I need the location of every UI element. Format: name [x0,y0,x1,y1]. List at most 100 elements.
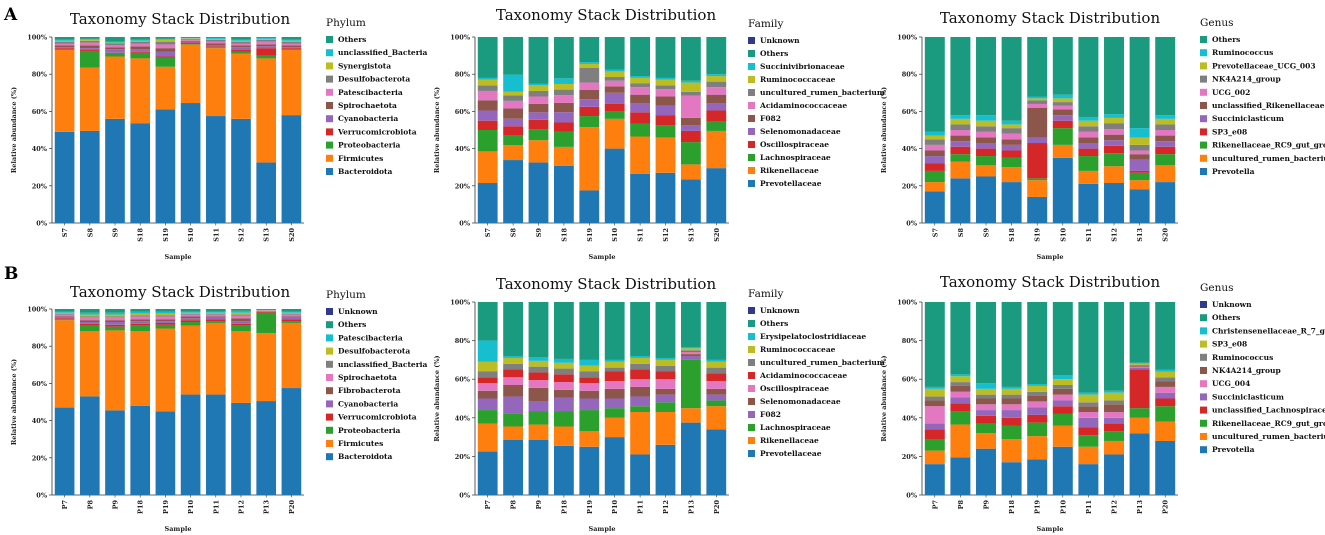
bar-segment-P18-4 [1001,410,1022,418]
bar-segment-P9-3 [528,401,549,412]
bar-segment-S10-5 [180,40,201,42]
bar-segment-S9-1 [976,165,996,177]
bar-segment-P12-2 [231,325,251,332]
bar-segment-S19-5 [155,48,176,52]
bar-segment-S9-5 [105,47,125,50]
bar-segment-P18-7 [553,368,574,375]
bar-segment-S18-6 [130,43,151,47]
bar-segment-P20-2 [1155,406,1176,422]
x-tick-label: P18 [560,500,568,514]
chart-B-genus: Taxonomy Stack Distribution 0% 20% 40% 60% 80… [880,273,1325,533]
bar-segment-S10-6 [1052,105,1073,110]
bar-segment-P18-8 [130,313,151,316]
bar-segment-P20-4 [706,388,727,395]
bar-segment-P19-0 [155,411,176,495]
bar-segment-S11-2 [1078,156,1099,171]
legend-swatch [748,76,755,83]
bar-segment-P18-10 [1001,302,1022,387]
x-tick-label: P11 [637,500,645,514]
legend-swatch [1200,419,1207,427]
bar-segment-P19-5 [155,319,176,322]
bar-segment-S9-1 [528,140,549,163]
legend-label: Ruminococcus [1212,353,1273,362]
bar-segment-P12-3 [655,394,676,403]
legend-label: Proteobacteria [338,141,401,150]
bar-segment-P20-2 [706,400,727,407]
bar-segment-S19-9 [579,62,600,64]
bar-segment-S13-2 [680,142,701,165]
bar-segment-P19-9 [1027,384,1048,386]
bar-segment-S20-7 [281,41,302,44]
bar-segment-S19-5 [1027,107,1048,138]
x-tick-label: P10 [611,500,619,514]
bar-segment-P8-0 [950,457,971,495]
legend-label: Succiniclasticum [1212,114,1284,123]
bar-segment-S20-10 [706,37,727,75]
bar-segment-P7-3 [54,318,75,320]
bar-segment-P12-1 [231,331,251,403]
bar-segment-S11-6 [1078,131,1099,138]
bar-segment-S8-7 [79,40,100,43]
bar-segment-S19-1 [155,66,176,110]
bar-segment-P19-4 [155,321,176,323]
bar-segment-P19-8 [579,365,600,372]
x-tick-label: P13 [263,500,271,514]
bar-segment-S12-9 [1104,114,1124,118]
bar-segment-P13-10 [680,302,701,348]
bar-segment-P20-10 [281,309,302,312]
y-tick-label: 80% [32,71,48,79]
legend-swatch [748,411,755,418]
x-tick-label: S11 [1085,228,1093,242]
bar-segment-P8-5 [79,320,100,323]
bar-segment-P7-5 [924,406,945,424]
bar-segment-P19-1 [1027,436,1048,460]
bar-segment-S20-0 [281,115,302,223]
bar-segment-S18-4 [553,112,574,123]
bar-segment-S13-9 [680,80,701,83]
bar-segment-P10-7 [604,367,625,372]
legend-swatch [1200,115,1207,123]
bar-segment-P19-9 [155,311,176,314]
bar-segment-S13-4 [1129,159,1150,171]
bar-segment-S19-0 [579,190,600,223]
bar-segment-P19-3 [1027,414,1048,423]
bar-segment-P12-9 [1104,390,1124,393]
x-tick-label: P7 [931,500,939,509]
bar-segment-S9-4 [976,143,996,149]
bar-segment-P9-9 [528,357,549,361]
bar-segment-S12-8 [1104,117,1124,124]
bar-segment-S20-7 [1155,124,1176,130]
legend-swatch [1200,75,1207,83]
bar-segment-S13-5 [1129,154,1150,160]
bar-segment-S11-2 [630,123,650,137]
legend-label: Unknown [338,307,378,316]
bar-segment-P12-10 [655,302,676,358]
bar-segment-S9-4 [528,112,549,120]
bar-segment-P9-1 [528,424,549,440]
bar-segment-P20-10 [1155,302,1176,370]
legend-swatch [1200,327,1207,335]
legend-A-family: Family Unknown Others Succinivibrionaceae Ru… [748,18,885,188]
legend-swatch [326,75,333,83]
bar-segment-P8-7 [950,382,971,386]
chart-title: Taxonomy Stack Distribution [496,6,717,24]
bar-segment-P7-2 [54,319,75,321]
bar-segment-P9-6 [976,398,996,405]
bar-segment-S12-2 [1104,153,1124,167]
bar-segment-S7-1 [924,182,945,192]
bar-segment-S7-7 [477,85,498,91]
bar-segment-S8-4 [503,118,523,127]
bar-segment-P9-2 [528,411,549,425]
x-tick-label: S8 [957,228,965,238]
legend-swatch [326,440,333,447]
bar-segment-P12-4 [231,321,251,324]
bar-segment-S11-9 [205,37,226,39]
bar-segment-P11-7 [630,363,650,370]
bar-segment-P10-0 [180,394,201,495]
bar-segment-S11-1 [205,48,226,117]
bar-segment-S18-10 [130,37,151,40]
bar-segment-S18-2 [553,131,574,147]
bar-segment-S19-4 [579,99,600,107]
legend-label: Selenomonadaceae [760,397,841,406]
bar-segment-P12-8 [1104,392,1124,401]
